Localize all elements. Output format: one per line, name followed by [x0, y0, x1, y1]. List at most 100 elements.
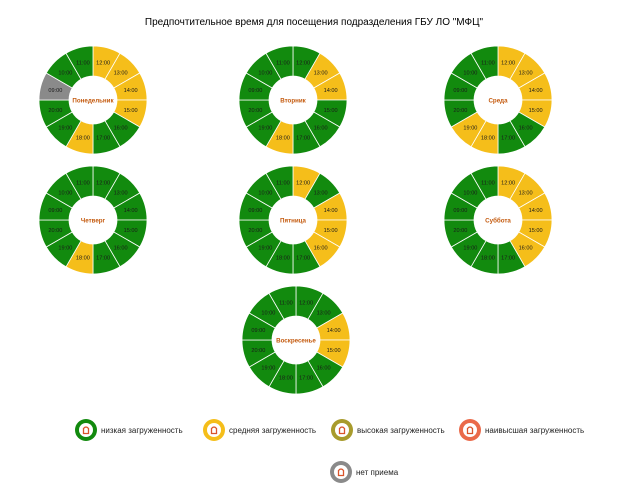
emblem-icon [466, 426, 474, 435]
segment-label: 09:00 [251, 328, 265, 334]
segment-label: 10:00 [261, 310, 275, 316]
segment-label: 13:00 [114, 190, 128, 196]
donut-segment [268, 285, 297, 320]
segment-label: 19:00 [58, 246, 72, 252]
segment-label: 10:00 [463, 70, 477, 76]
segment-label: 18:00 [276, 136, 290, 142]
segment-label: 12:00 [501, 180, 515, 186]
emblem-icon [210, 426, 218, 435]
segment-label: 16:00 [114, 246, 128, 252]
segment-label: 13:00 [314, 190, 328, 196]
segment-label: 20:00 [453, 228, 467, 234]
chart-title: Предпочтительное время для посещения под… [145, 17, 484, 28]
segment-label: 09:00 [248, 88, 262, 94]
segment-label: 11:00 [76, 180, 90, 186]
segment-label: 12:00 [501, 60, 515, 66]
segment-label: 16:00 [519, 126, 533, 132]
segment-label: 14:00 [324, 208, 338, 214]
segment-label: 09:00 [248, 208, 262, 214]
segment-label: 20:00 [251, 348, 265, 354]
segment-label: 12:00 [96, 180, 110, 186]
segment-label: 16:00 [114, 126, 128, 132]
segment-label: 10:00 [463, 190, 477, 196]
segment-label: 11:00 [76, 60, 90, 66]
segment-label: 17:00 [96, 136, 110, 142]
donut-segment [470, 45, 499, 80]
segment-label: 18:00 [76, 136, 90, 142]
segment-label: 09:00 [48, 208, 62, 214]
segment-label: 15:00 [327, 348, 341, 354]
segment-label: 19:00 [58, 126, 72, 132]
segment-label: 15:00 [529, 228, 543, 234]
donut-segment [470, 165, 499, 200]
legend-item-none: нет приема [330, 461, 399, 483]
segment-label: 18:00 [279, 376, 293, 382]
day-label: Среда [488, 98, 508, 105]
legend-item-medium: средняя загруженность [203, 419, 316, 441]
segment-label: 13:00 [314, 70, 328, 76]
segment-label: 09:00 [453, 208, 467, 214]
legend-item-low: низкая загруженность [75, 419, 183, 441]
segment-label: 14:00 [124, 208, 138, 214]
donut-2: 12:00 13:00 14:00 15:00 16:00 17:00 18:00 19:00… [443, 45, 553, 155]
segment-label: 11:00 [279, 300, 293, 306]
segment-label: 18:00 [276, 256, 290, 262]
donut-charts: 12:00 13:00 14:00 15:00 16:00 17:00 18:00 19:00… [38, 45, 553, 395]
legend-label: высокая загруженность [357, 426, 445, 435]
segment-label: 17:00 [299, 376, 313, 382]
segment-label: 09:00 [48, 88, 62, 94]
segment-label: 20:00 [248, 108, 262, 114]
segment-label: 18:00 [481, 136, 495, 142]
legend-item-highest: наивысшая загруженность [459, 419, 584, 441]
segment-label: 14:00 [124, 88, 138, 94]
segment-label: 11:00 [481, 60, 495, 66]
segment-label: 19:00 [261, 366, 275, 372]
donut-0: 12:00 13:00 14:00 15:00 16:00 17:00 18:00 19:00… [38, 45, 148, 155]
legend-label: низкая загруженность [101, 426, 183, 435]
segment-label: 15:00 [324, 108, 338, 114]
donut-segment [265, 45, 294, 80]
segment-label: 15:00 [124, 228, 138, 234]
segment-label: 13:00 [114, 70, 128, 76]
segment-label: 11:00 [276, 60, 290, 66]
segment-label: 13:00 [317, 310, 331, 316]
segment-label: 18:00 [481, 256, 495, 262]
segment-label: 20:00 [48, 228, 62, 234]
legend: низкая загруженность средняя загруженност… [75, 419, 584, 483]
day-label: Вторник [280, 98, 306, 105]
segment-label: 14:00 [529, 88, 543, 94]
segment-label: 12:00 [296, 60, 310, 66]
legend-label: средняя загруженность [229, 426, 316, 435]
emblem-icon [338, 426, 346, 435]
segment-label: 20:00 [453, 108, 467, 114]
donut-5: 12:00 13:00 14:00 15:00 16:00 17:00 18:00 19:00… [443, 165, 553, 275]
day-label: Понедельник [72, 98, 114, 105]
segment-label: 18:00 [76, 256, 90, 262]
segment-label: 16:00 [317, 366, 331, 372]
segment-label: 15:00 [529, 108, 543, 114]
segment-label: 12:00 [296, 180, 310, 186]
segment-label: 20:00 [248, 228, 262, 234]
emblem-icon [82, 426, 90, 435]
day-label: Суббота [485, 218, 511, 225]
segment-label: 17:00 [501, 256, 515, 262]
donut-segment [65, 45, 94, 80]
segment-label: 10:00 [58, 190, 72, 196]
segment-label: 14:00 [324, 88, 338, 94]
segment-label: 19:00 [463, 246, 477, 252]
segment-label: 19:00 [463, 126, 477, 132]
emblem-icon [337, 468, 345, 477]
segment-label: 17:00 [296, 256, 310, 262]
donut-1: 12:00 13:00 14:00 15:00 16:00 17:00 18:00 19:00… [238, 45, 348, 155]
segment-label: 16:00 [314, 246, 328, 252]
segment-label: 12:00 [96, 60, 110, 66]
donut-6: 12:00 13:00 14:00 15:00 16:00 17:00 18:00 19:00… [241, 285, 351, 395]
segment-label: 15:00 [324, 228, 338, 234]
segment-label: 11:00 [276, 180, 290, 186]
segment-label: 09:00 [453, 88, 467, 94]
donut-segment [65, 165, 94, 200]
segment-label: 16:00 [519, 246, 533, 252]
legend-item-high: высокая загруженность [331, 419, 445, 441]
day-label: Пятница [280, 218, 307, 225]
segment-label: 10:00 [258, 70, 272, 76]
